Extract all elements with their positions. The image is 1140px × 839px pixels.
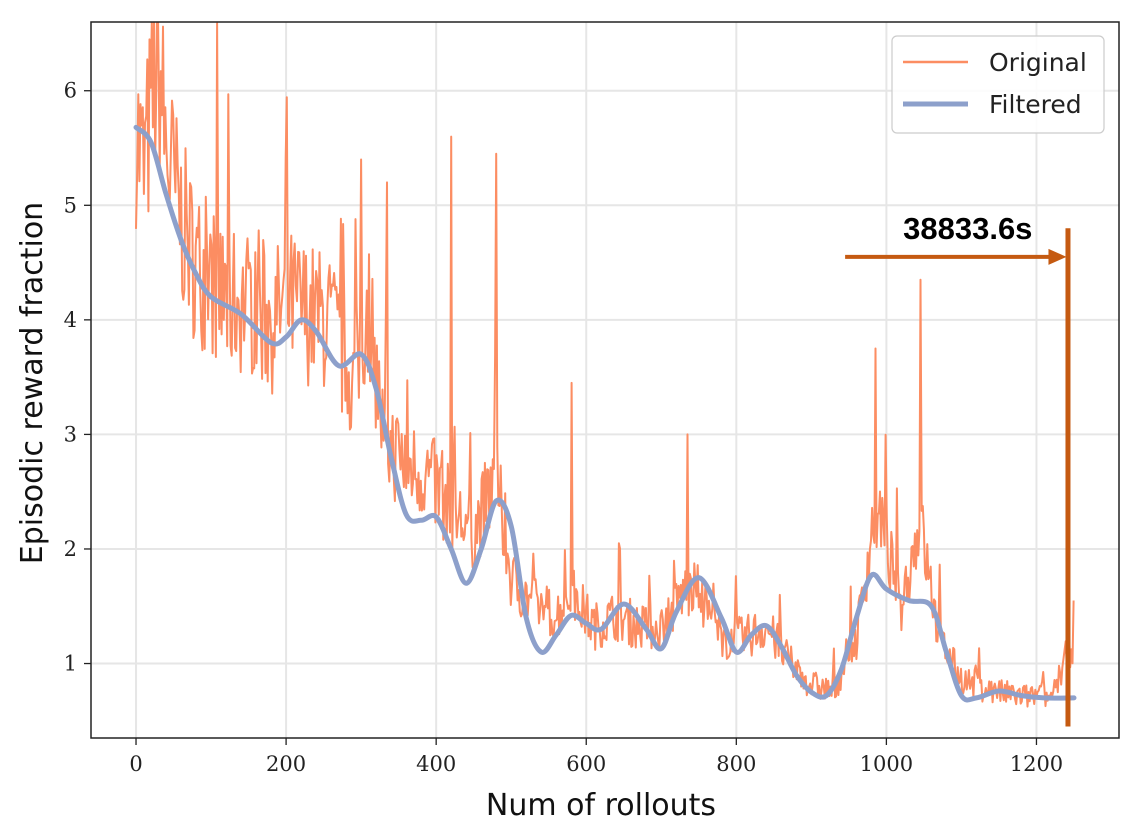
plot-frame — [90, 21, 1120, 739]
y-axis-label: Episodic reward fraction — [15, 202, 50, 564]
legend-label-original: Original — [989, 48, 1087, 77]
legend-label-filtered: Filtered — [989, 90, 1082, 119]
x-tick-label: 1200 — [1010, 752, 1063, 776]
x-tick-label: 400 — [416, 752, 456, 776]
series-filtered — [133, 124, 1077, 703]
y-tick-label: 5 — [64, 193, 77, 217]
legend: Original Filtered — [891, 35, 1105, 134]
x-tick-label: 0 — [129, 752, 142, 776]
x-tick-label: 200 — [266, 752, 306, 776]
legend-box — [891, 35, 1105, 134]
y-tick-label: 1 — [64, 652, 77, 676]
filtered-line — [133, 124, 1077, 703]
annotations: 38833.6s — [845, 211, 1071, 727]
y-ticks: 1 2 3 4 5 6 — [64, 79, 91, 676]
y-tick-label: 2 — [64, 537, 77, 561]
y-tick-label: 4 — [64, 308, 77, 332]
x-axis-label: Num of rollouts — [486, 788, 716, 823]
x-tick-label: 600 — [566, 752, 606, 776]
annotation-arrow-head — [1048, 248, 1067, 265]
annotation-label: 38833.6s — [903, 211, 1032, 246]
x-ticks: 0 200 400 600 800 1000 1200 — [129, 738, 1063, 776]
y-tick-label: 6 — [64, 79, 77, 103]
y-tick-label: 3 — [64, 422, 77, 446]
x-tick-label: 800 — [716, 752, 756, 776]
x-tick-label: 1000 — [860, 752, 913, 776]
